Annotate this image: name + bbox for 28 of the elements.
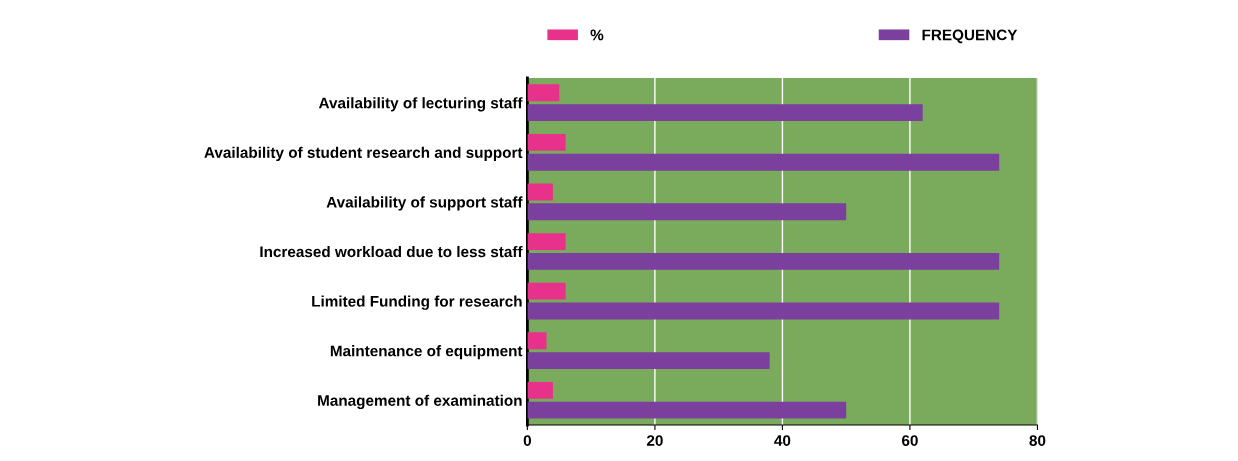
y-tick-label: Limited Funding for research xyxy=(312,295,522,310)
bar xyxy=(527,381,553,399)
bar xyxy=(527,282,566,300)
x-tick-label: 20 xyxy=(646,435,663,446)
y-tick-label: Management of examination xyxy=(318,394,522,410)
x-tick-label: 0 xyxy=(523,435,532,446)
y-tick-label: Availability of lecturing staff xyxy=(318,97,523,112)
bar xyxy=(527,233,566,250)
bar xyxy=(527,133,566,151)
bar xyxy=(527,153,1000,171)
x-tick-label: 80 xyxy=(1029,435,1046,446)
bar xyxy=(527,203,847,221)
bar xyxy=(527,302,1000,320)
y-tick-label: Increased workload due to less staff xyxy=(260,245,523,258)
bar xyxy=(527,104,923,122)
bar xyxy=(527,252,1000,270)
legend-label: % xyxy=(590,29,604,41)
y-tick-label: Maintenance of equipment xyxy=(330,345,523,360)
bar xyxy=(527,183,553,201)
x-tick-label: 40 xyxy=(774,435,791,446)
bar xyxy=(527,84,560,102)
x-tick-label: 60 xyxy=(901,435,918,446)
y-tick-label: Availability of support staff xyxy=(326,196,523,211)
bar xyxy=(527,352,770,369)
bar xyxy=(527,401,847,419)
y-tick-label: Availability of student research and support xyxy=(204,146,523,161)
bar xyxy=(527,332,547,350)
legend-label: FREQUENCY xyxy=(922,29,1018,44)
